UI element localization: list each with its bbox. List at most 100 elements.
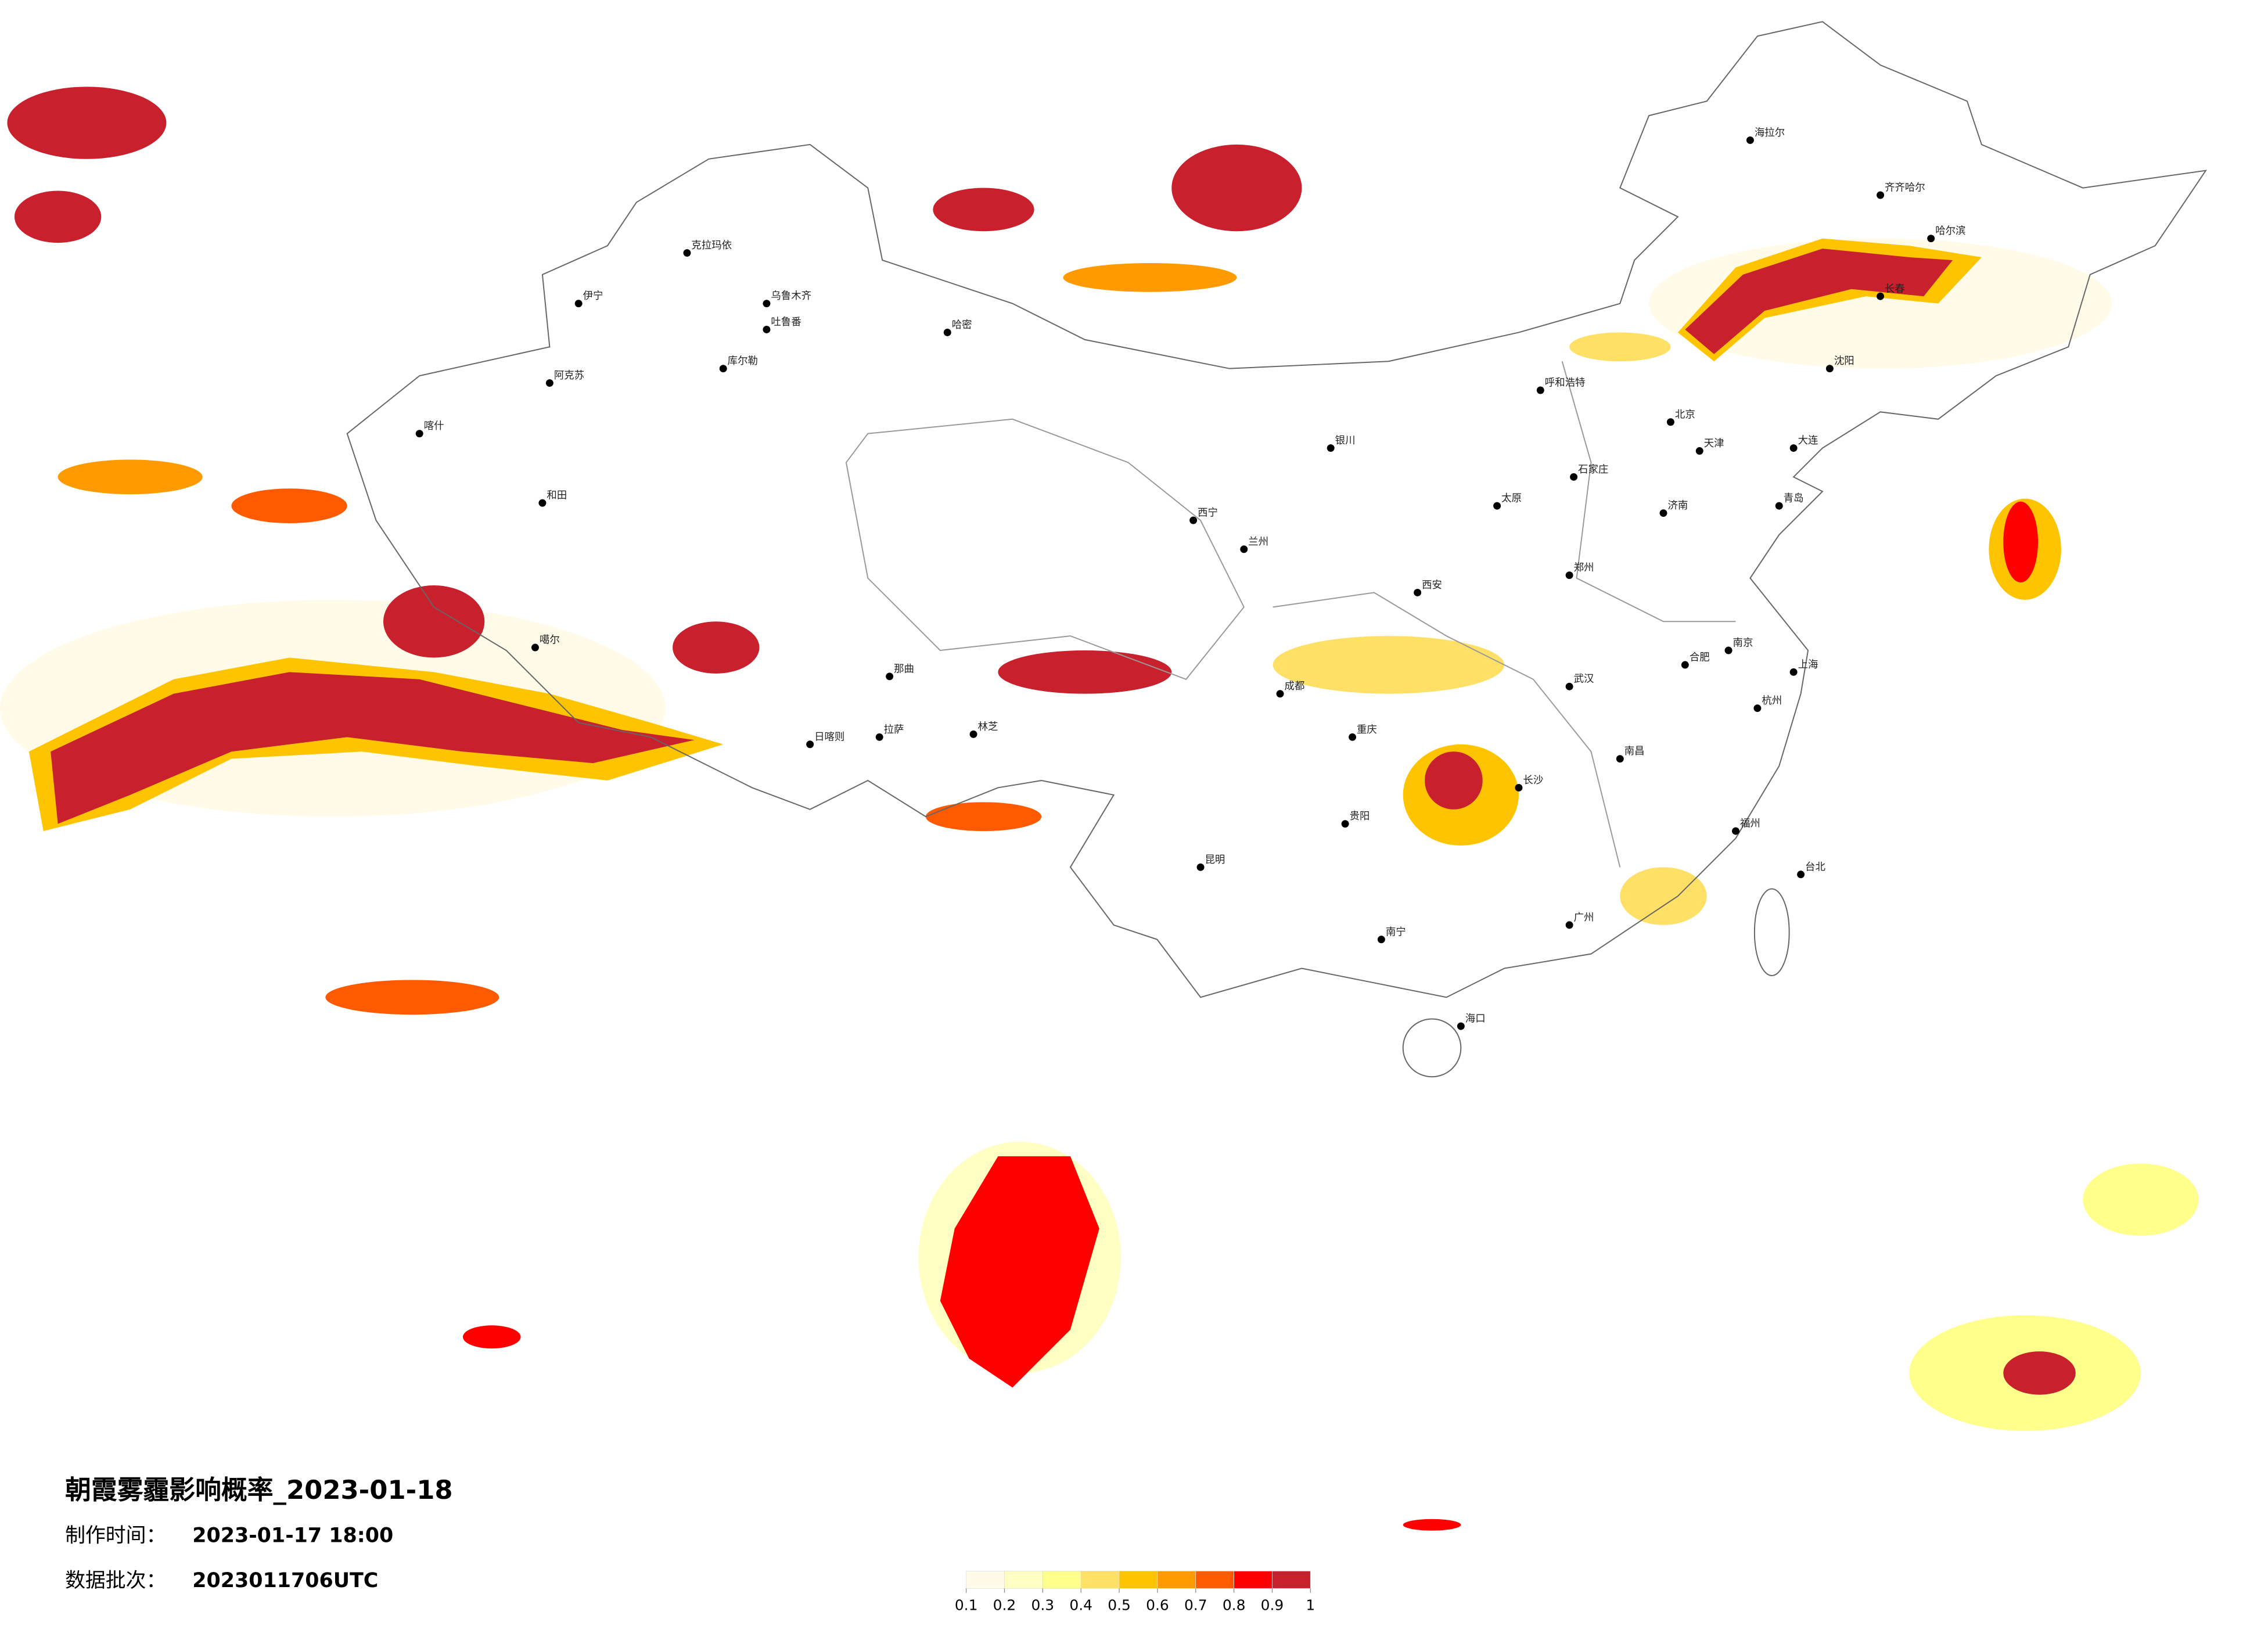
legend: 0.1 0.2 0.3 0.4 0.5 0.6 0.7 0.8 0.9 1 (955, 1571, 1315, 1614)
city-dot (719, 365, 727, 373)
city-label: 那曲 (894, 663, 914, 675)
city-label: 南昌 (1624, 746, 1645, 757)
city-label: 成都 (1285, 681, 1305, 692)
city-dot (1515, 783, 1523, 792)
city-dot (943, 328, 951, 336)
city-label: 杭州 (1762, 695, 1782, 707)
city-label: 广州 (1574, 912, 1594, 923)
city-dot (1565, 921, 1573, 929)
city-label: 沈阳 (1834, 355, 1854, 367)
city-dot (538, 499, 547, 507)
city-label: 南宁 (1386, 926, 1406, 938)
city-label: 长沙 (1523, 775, 1543, 786)
city-dot (806, 740, 814, 749)
city-label: 武汉 (1574, 674, 1594, 685)
city-dot (1666, 418, 1674, 426)
legend-tick-label: 1 (1306, 1597, 1315, 1614)
city-label: 海拉尔 (1755, 127, 1785, 139)
city-dot (1414, 588, 1422, 596)
city-dot (1724, 646, 1733, 654)
city-dot (1877, 292, 1885, 300)
legend-tick-label: 0.7 (1184, 1597, 1207, 1614)
city-label: 上海 (1798, 659, 1818, 671)
city-label: 青岛 (1784, 493, 1804, 505)
city-label: 呼和浩特 (1545, 377, 1586, 389)
city-label: 齐齐哈尔 (1885, 182, 1925, 194)
city-label: 库尔勒 (728, 355, 758, 367)
city-dot (1825, 365, 1834, 373)
city-dot (1570, 473, 1578, 481)
batch: 2023011706UTC (192, 1569, 378, 1592)
city-dot (1789, 444, 1798, 452)
city-label: 乌鲁木齐 (771, 290, 811, 302)
legend-swatch (1272, 1571, 1311, 1589)
legend-tick-label: 0.9 (1261, 1597, 1284, 1614)
city-dot (1659, 509, 1667, 517)
legend-swatch (1234, 1571, 1273, 1589)
made-label: 制作时间： (65, 1524, 166, 1548)
city-label: 银川 (1335, 435, 1356, 447)
city-dot (1189, 516, 1198, 524)
city-dot (1732, 827, 1739, 835)
city-dot (1341, 820, 1349, 828)
city-dot (1327, 444, 1335, 452)
city-dot (1565, 571, 1573, 580)
legend-swatch (1080, 1571, 1120, 1589)
city-label: 海口 (1465, 1013, 1486, 1025)
city-dot (415, 430, 423, 438)
city-dot (875, 733, 883, 741)
city-label: 噶尔 (540, 635, 560, 646)
city-label: 南京 (1733, 638, 1753, 649)
city-label: 兰州 (1248, 536, 1268, 548)
city-dot (1349, 733, 1357, 741)
legend-swatch (1042, 1571, 1081, 1589)
city-dot (574, 300, 583, 308)
city-label: 哈尔滨 (1935, 225, 1965, 237)
city-label: 阿克苏 (554, 370, 584, 382)
city-dot (1753, 704, 1762, 713)
city-dot (1789, 668, 1798, 676)
city-dot (1196, 863, 1205, 871)
city-label: 太原 (1501, 493, 1522, 505)
city-label: 济南 (1667, 500, 1688, 512)
legend-tick-label: 0.2 (993, 1597, 1016, 1614)
probability-field (0, 87, 2199, 1531)
city-dot (1536, 386, 1544, 394)
city-dot (969, 730, 977, 738)
city-label: 天津 (1704, 438, 1724, 449)
legend-swatch (1004, 1571, 1043, 1589)
city-dot (1746, 136, 1754, 144)
city-label: 哈密 (952, 319, 972, 331)
city-dot (545, 379, 553, 387)
city-label: 昆明 (1205, 854, 1225, 866)
legend-swatch (1119, 1571, 1158, 1589)
city-label: 克拉玛依 (691, 240, 732, 251)
city-label: 日喀则 (814, 731, 844, 743)
city-label: 喀什 (424, 420, 444, 432)
city-dot (1377, 936, 1385, 944)
city-label: 拉萨 (884, 724, 904, 736)
city-label: 大连 (1798, 435, 1818, 447)
city-label: 合肥 (1690, 652, 1710, 663)
city-label: 长春 (1885, 283, 1905, 295)
city-label: 吐鲁番 (771, 316, 801, 328)
legend-tick-label: 0.3 (1031, 1597, 1055, 1614)
city-label: 西宁 (1198, 508, 1218, 519)
city-label: 贵阳 (1350, 811, 1370, 822)
legend-tick-label: 0.4 (1069, 1597, 1092, 1614)
city-dot (1681, 661, 1689, 669)
city-dot (683, 249, 691, 257)
city-dot (1695, 447, 1703, 455)
city-label: 北京 (1675, 409, 1695, 420)
title: 朝霞雾霾影响概率_2023-01-18 (65, 1474, 453, 1505)
city-dot (1276, 690, 1284, 698)
legend-swatch (1195, 1571, 1234, 1589)
city-label: 林芝 (978, 721, 998, 733)
legend-swatch (966, 1571, 1005, 1589)
city-label: 福州 (1740, 818, 1760, 830)
city-dot (1240, 545, 1248, 553)
city-dot (1565, 682, 1573, 690)
city-dot (1493, 502, 1501, 510)
